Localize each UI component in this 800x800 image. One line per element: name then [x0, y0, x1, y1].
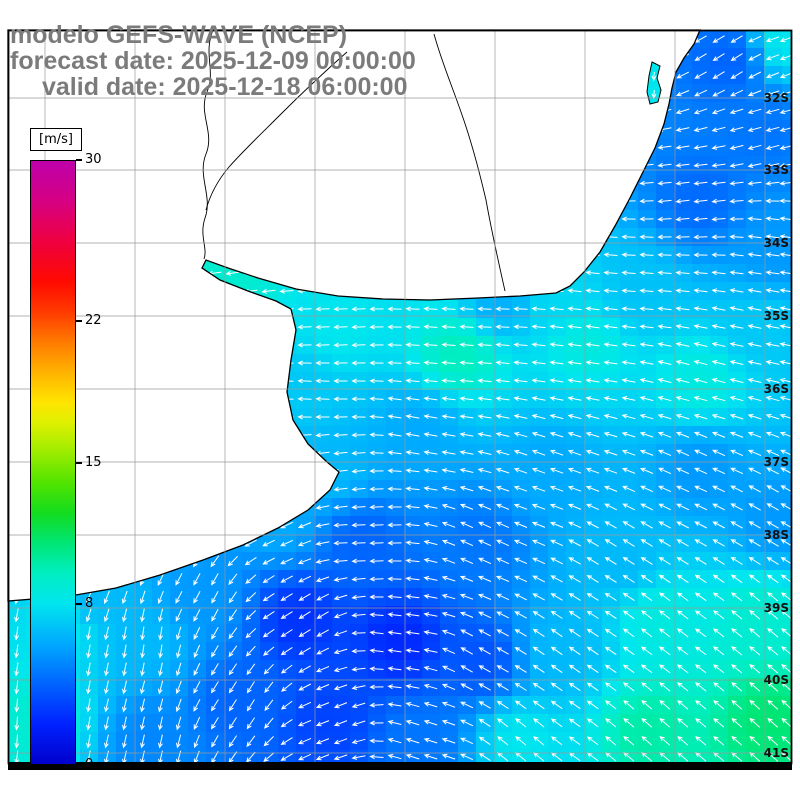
colorbar-tick-mark: [76, 764, 82, 766]
colorbar-tick-label: 30: [85, 152, 102, 167]
colorbar-tick-label: 8: [85, 595, 94, 611]
lat-label: 32S: [764, 91, 789, 105]
lat-label: 39S: [764, 601, 789, 615]
title-block: modelo GEFS-WAVE (NCEP) forecast date: 2…: [10, 22, 416, 100]
colorbar: [m/s] 30 22 15 8 0: [30, 128, 160, 778]
colorbar-gradient: [30, 160, 76, 765]
lat-label: 33S: [764, 163, 789, 177]
forecast-date: forecast date: 2025-12-09 00:00:00: [10, 47, 416, 75]
land-area: [7, 29, 701, 602]
model-title: modelo GEFS-WAVE (NCEP): [10, 21, 348, 49]
colorbar-tick-label: 15: [85, 454, 102, 470]
lat-label: 41S: [764, 746, 789, 760]
lat-label: 35S: [764, 309, 789, 323]
valid-date: valid date: 2025-12-18 06:00:00: [42, 73, 408, 101]
lat-label: 40S: [764, 673, 789, 687]
colorbar-tick-mark: [76, 320, 82, 323]
coastal-lagoon: [646, 61, 662, 105]
lat-label: 38S: [764, 528, 789, 542]
colorbar-tick-label: 22: [85, 313, 102, 329]
colorbar-tick-mark: [76, 461, 82, 464]
lagoon-wind-arrows: [651, 71, 657, 100]
bottom-border-bar: [8, 762, 792, 770]
lat-label: 36S: [764, 382, 789, 396]
colorbar-tick-mark: [76, 159, 82, 161]
colorbar-tick-label: 0: [85, 757, 94, 772]
lat-label: 34S: [764, 236, 789, 250]
colorbar-tick-mark: [76, 602, 82, 605]
lat-label: 37S: [764, 455, 789, 469]
latitude-labels: 32S 33S 34S 35S 36S 37S 38S 39S 40S 41S: [764, 91, 789, 760]
colorbar-unit-label: [m/s]: [30, 128, 82, 151]
